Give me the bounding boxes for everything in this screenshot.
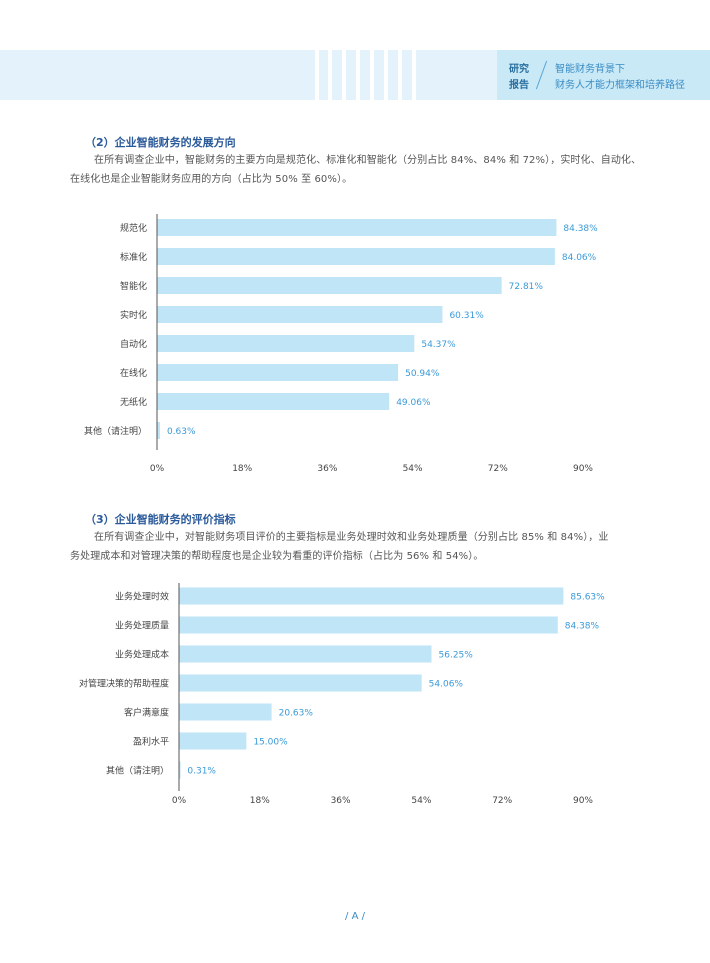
- x-tick-label: 36%: [317, 464, 337, 474]
- bar: [157, 277, 502, 294]
- header-title-panel: [497, 50, 710, 100]
- category-label: 标准化: [120, 251, 147, 263]
- x-tick-label: 0%: [150, 464, 165, 474]
- bar: [157, 306, 443, 323]
- value-label: 60.31%: [449, 311, 484, 321]
- bar: [157, 422, 160, 439]
- report-label-line1: 研究: [509, 64, 529, 75]
- value-label: 72.81%: [509, 282, 544, 292]
- section3-para-line1: 在所有调查企业中，对智能财务项目评价的主要指标是业务处理时效和业务处理质量（分别…: [94, 532, 609, 543]
- category-label: 实时化: [120, 309, 147, 321]
- bar: [157, 248, 555, 265]
- x-tick-label: 18%: [232, 464, 252, 474]
- value-label: 84.06%: [562, 253, 597, 263]
- section3-title: （3）企业智能财务的评价指标: [85, 513, 236, 526]
- category-label: 其他（请注明）: [84, 425, 147, 437]
- category-label: 规范化: [120, 222, 147, 234]
- value-label: 49.06%: [396, 398, 431, 408]
- value-label: 50.94%: [405, 369, 440, 379]
- section3-para-line2: 务处理成本和对管理决策的帮助程度也是企业较为看重的评价指标（占比为 56% 和 …: [70, 551, 484, 562]
- bar: [157, 219, 557, 236]
- value-label: 54.37%: [421, 340, 456, 350]
- bar: [157, 364, 399, 381]
- report-label-line2: 报告: [509, 80, 529, 91]
- bar: [157, 335, 415, 352]
- bar: [157, 393, 390, 410]
- category-label: 智能化: [120, 280, 147, 292]
- header-subtitle-line2: 财务人才能力框架和培养路径: [555, 80, 685, 91]
- x-tick-label: 54%: [403, 464, 423, 474]
- section2-para-line1: 在所有调查企业中，智能财务的主要方向是规范化、标准化和智能化（分别占比 84%、…: [94, 155, 642, 166]
- value-label: 0.63%: [167, 427, 196, 437]
- page-number: / A /: [345, 911, 365, 922]
- section2-title: （2）企业智能财务的发展方向: [85, 136, 236, 149]
- x-tick-label: 72%: [488, 464, 508, 474]
- header-subtitle-line1: 智能财务背景下: [555, 64, 625, 75]
- category-label: 在线化: [120, 367, 147, 379]
- page-header: [0, 50, 710, 100]
- value-label: 84.38%: [563, 224, 598, 234]
- category-label: 无纸化: [120, 396, 147, 408]
- section2-para-line2: 在线化也是企业智能财务应用的方向（占比为 50% 至 60%）。: [70, 174, 353, 185]
- x-tick-label: 90%: [573, 464, 593, 474]
- category-label: 自动化: [120, 338, 147, 350]
